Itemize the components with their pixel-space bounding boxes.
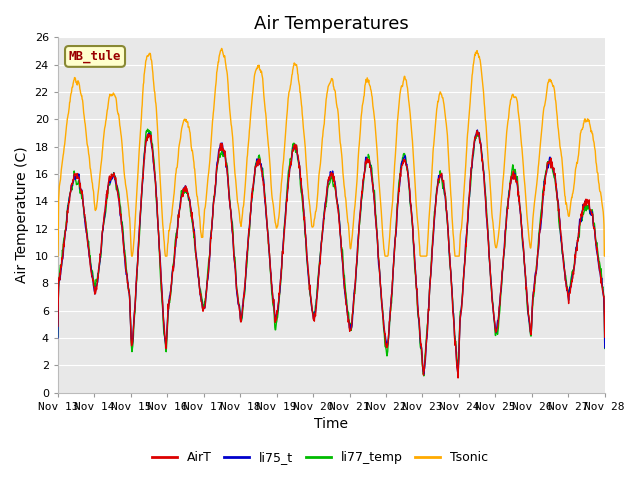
Text: MB_tule: MB_tule [68,50,121,63]
X-axis label: Time: Time [314,418,348,432]
Y-axis label: Air Temperature (C): Air Temperature (C) [15,147,29,283]
Title: Air Temperatures: Air Temperatures [254,15,409,33]
Legend: AirT, li75_t, li77_temp, Tsonic: AirT, li75_t, li77_temp, Tsonic [147,446,493,469]
